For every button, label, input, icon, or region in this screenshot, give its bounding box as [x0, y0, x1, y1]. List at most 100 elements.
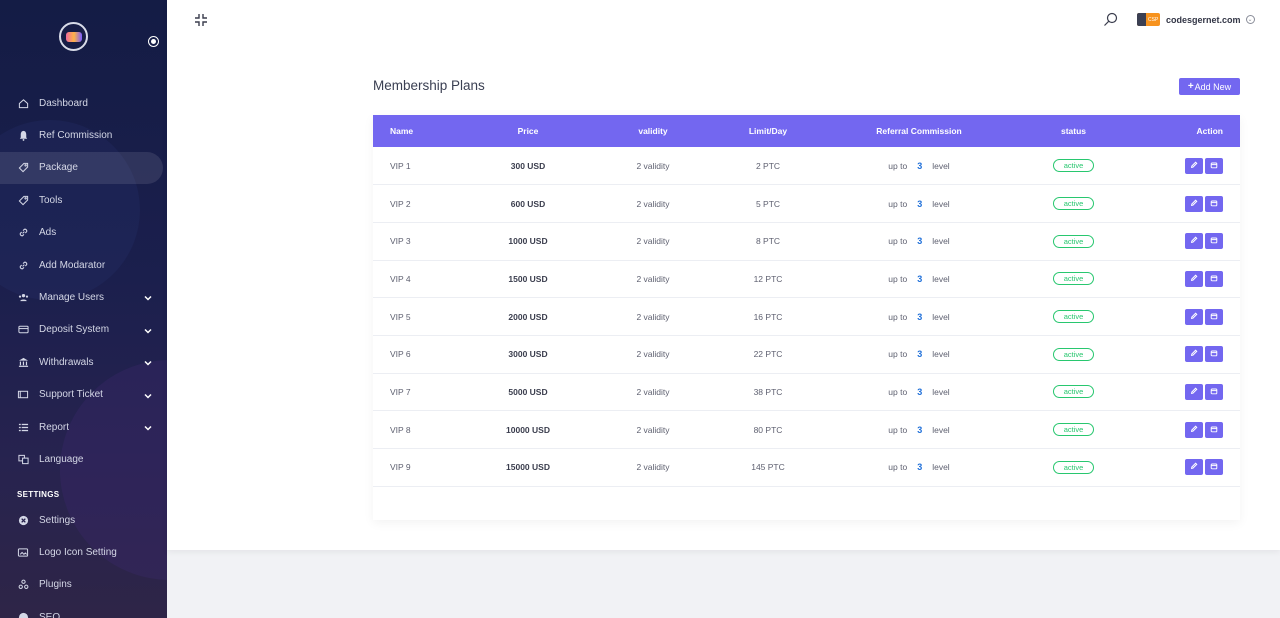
plan-validity: 2 validity	[636, 311, 670, 322]
plan-status: active	[1005, 449, 1142, 487]
plan-referral-commission: up to 3 level	[833, 260, 1005, 298]
sidebar-item-logo-icon-setting[interactable]: Logo Icon Setting	[0, 536, 167, 568]
edit-button[interactable]	[1185, 346, 1203, 363]
plan-actions	[1142, 222, 1240, 260]
sidebar-item-plugins[interactable]: Plugins	[0, 569, 167, 601]
edit-button[interactable]	[1185, 157, 1203, 174]
delete-button[interactable]	[1205, 270, 1223, 287]
plan-validity: 2 validity	[636, 424, 670, 435]
sidebar-item-add-modarator[interactable]: Add Modarator	[0, 249, 167, 281]
sidebar-item-label: SEO	[39, 611, 61, 618]
edit-button[interactable]	[1185, 308, 1203, 325]
plan-validity: 2 validity	[636, 273, 670, 284]
table-row: VIP 7 5000 USD 2 validity 38 PTC up to 3 level…	[373, 373, 1240, 411]
delete-button[interactable]	[1205, 346, 1223, 363]
chevron-down-icon[interactable]	[144, 326, 152, 337]
referral-prefix: up to	[888, 273, 908, 284]
sidebar-item-seo[interactable]: SEO	[0, 601, 167, 618]
tag-icon	[17, 194, 29, 206]
sidebar-item-withdrawals[interactable]: Withdrawals	[0, 346, 167, 378]
plan-price: 3000 USD	[508, 349, 548, 360]
plan-limit: 12 PTC	[753, 273, 783, 284]
edit-button[interactable]	[1185, 383, 1203, 400]
sidebar-item-tools[interactable]: Tools	[0, 184, 167, 216]
plan-limit: 38 PTC	[753, 386, 783, 397]
link-icon	[17, 227, 29, 239]
plan-price: 15000 USD	[506, 462, 550, 473]
status-badge: active	[1052, 460, 1095, 474]
users-icon	[17, 292, 29, 304]
column-header-referral: Referral Commission	[876, 126, 962, 136]
referral-level-number: 3	[917, 462, 923, 473]
list-icon	[17, 421, 29, 433]
pencil-icon	[1190, 161, 1198, 171]
sidebar-item-support-ticket[interactable]: Support Ticket	[0, 379, 167, 411]
delete-button[interactable]	[1205, 459, 1223, 476]
edit-button[interactable]	[1185, 459, 1203, 476]
referral-suffix: level	[932, 462, 950, 473]
delete-button[interactable]	[1205, 383, 1223, 400]
plan-price: 5000 USD	[508, 386, 548, 397]
chevron-down-icon[interactable]: ⌄	[1245, 15, 1255, 24]
column-header-action: Action	[1196, 126, 1223, 136]
search-icon[interactable]	[1103, 12, 1118, 27]
delete-button[interactable]	[1205, 195, 1223, 212]
delete-button[interactable]	[1205, 233, 1223, 250]
plan-referral-commission: up to 3 level	[833, 335, 1005, 373]
collapse-icon[interactable]	[194, 13, 208, 27]
plan-price: 10000 USD	[506, 424, 550, 435]
add-new-button[interactable]: + Add New	[1179, 78, 1240, 95]
plan-limit: 8 PTC	[755, 236, 781, 247]
sidebar-item-ads[interactable]: Ads	[0, 217, 167, 249]
referral-level-number: 3	[917, 349, 923, 360]
table-row: VIP 2 600 USD 2 validity 5 PTC up to 3 level ac…	[373, 185, 1240, 223]
delete-button[interactable]	[1205, 421, 1223, 438]
chevron-down-icon[interactable]	[144, 391, 152, 402]
sidebar-item-language[interactable]: Language	[0, 443, 167, 475]
plans-table: Name Price validity Limit/Day Referral C…	[373, 115, 1240, 487]
sidebar-toggle-radio[interactable]	[148, 36, 159, 47]
sidebar-item-ref-commission[interactable]: Ref Commission	[0, 119, 167, 151]
plan-referral-commission: up to 3 level	[833, 185, 1005, 223]
plan-validity: 2 validity	[636, 462, 670, 473]
delete-button[interactable]	[1205, 157, 1223, 174]
delete-button[interactable]	[1205, 308, 1223, 325]
settings-section-label: SETTINGS	[17, 490, 60, 499]
sidebar-item-dashboard[interactable]: Dashboard	[0, 87, 167, 119]
referral-suffix: level	[932, 424, 950, 435]
sidebar-item-package[interactable]: Package	[0, 151, 163, 185]
chevron-down-icon[interactable]	[144, 358, 152, 369]
plan-actions	[1142, 373, 1240, 411]
page-title: Membership Plans	[373, 78, 485, 93]
edit-button[interactable]	[1185, 195, 1203, 212]
referral-prefix: up to	[888, 198, 908, 209]
language-icon	[17, 453, 29, 465]
sidebar-item-report[interactable]: Report	[0, 411, 167, 443]
app-logo[interactable]	[59, 22, 88, 51]
edit-button[interactable]	[1185, 233, 1203, 250]
sidebar-item-label: Add Modarator	[39, 259, 106, 271]
bell-icon	[17, 130, 29, 142]
plan-limit: 145 PTC	[751, 462, 785, 473]
status-badge: active	[1052, 197, 1095, 211]
sidebar-item-deposit-system[interactable]: Deposit System	[0, 314, 167, 346]
plan-name: VIP 3	[390, 236, 411, 247]
referral-prefix: up to	[888, 311, 908, 322]
sidebar-item-manage-users[interactable]: Manage Users	[0, 281, 167, 313]
edit-button[interactable]	[1185, 421, 1203, 438]
edit-button[interactable]	[1185, 270, 1203, 287]
plan-price: 1500 USD	[508, 273, 548, 284]
plan-actions	[1142, 185, 1240, 223]
trash-icon	[1210, 236, 1218, 246]
chevron-down-icon[interactable]	[144, 423, 152, 434]
table-row: VIP 5 2000 USD 2 validity 16 PTC up to 3 level…	[373, 298, 1240, 336]
plan-actions	[1142, 298, 1240, 336]
chevron-down-icon[interactable]	[144, 293, 152, 304]
plan-actions	[1142, 147, 1240, 185]
bank-icon	[17, 356, 29, 368]
sidebar-item-settings[interactable]: Settings	[0, 504, 167, 536]
user-menu[interactable]: CSP codesgernet.com ⌄	[1137, 13, 1255, 26]
plan-status: active	[1005, 411, 1142, 449]
user-avatar-text: CSP	[1148, 16, 1159, 23]
plan-price: 2000 USD	[508, 311, 548, 322]
